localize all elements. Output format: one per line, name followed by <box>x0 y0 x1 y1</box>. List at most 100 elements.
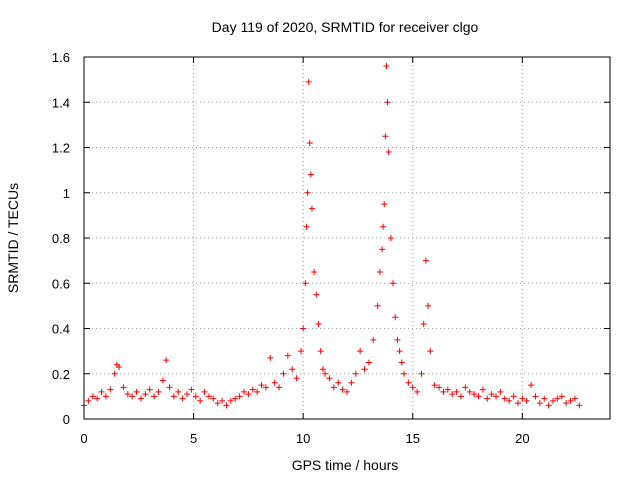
data-point <box>541 395 548 402</box>
data-point <box>390 280 397 287</box>
data-point <box>271 379 278 386</box>
data-point <box>488 391 495 398</box>
data-point <box>528 382 535 389</box>
data-point <box>317 348 324 355</box>
data-point <box>532 393 539 400</box>
y-tick-label: 1.2 <box>52 141 70 156</box>
data-point <box>409 384 416 391</box>
y-tick-label: 1 <box>63 186 70 201</box>
data-point <box>137 395 144 402</box>
data-point <box>444 386 451 393</box>
data-point <box>197 397 204 404</box>
data-point <box>414 388 421 395</box>
data-point <box>384 99 391 106</box>
data-point <box>376 268 383 275</box>
data-point <box>519 395 526 402</box>
data-point <box>85 397 92 404</box>
data-point <box>284 352 291 359</box>
data-point <box>94 395 101 402</box>
data-point <box>523 397 530 404</box>
data-point <box>339 386 346 393</box>
data-point <box>479 386 486 393</box>
data-point <box>142 391 149 398</box>
data-point <box>249 386 256 393</box>
y-tick-labels: 0 0.2 0.4 0.6 0.8 1 1.2 1.4 1.6 <box>52 50 70 427</box>
data-point <box>201 388 208 395</box>
data-point <box>365 359 372 366</box>
data-point <box>102 393 109 400</box>
data-point <box>184 391 191 398</box>
axis-ticks <box>83 56 610 420</box>
data-point <box>387 235 394 241</box>
data-point <box>558 393 565 400</box>
data-point <box>348 379 355 386</box>
data-point <box>352 370 359 377</box>
data-point <box>400 370 407 377</box>
data-point <box>245 391 252 398</box>
data-point <box>313 291 320 298</box>
data-point <box>381 201 388 208</box>
data-point <box>236 393 243 400</box>
data-point <box>307 171 314 178</box>
data-point <box>146 386 153 393</box>
data-point <box>308 205 315 212</box>
data-point <box>344 388 350 395</box>
y-tick-label: 0.8 <box>52 231 70 246</box>
data-point <box>315 320 322 327</box>
data-point <box>293 375 300 382</box>
data-point <box>129 393 136 400</box>
data-point <box>210 395 217 402</box>
data-point <box>276 384 283 391</box>
data-point <box>116 363 123 370</box>
x-tick-label: 15 <box>406 431 420 446</box>
data-point <box>192 393 199 400</box>
y-tick-label: 0 <box>63 412 70 427</box>
data-point <box>510 393 517 400</box>
data-point <box>289 366 296 373</box>
data-point <box>280 370 287 377</box>
data-point <box>453 388 460 395</box>
data-point <box>170 393 177 400</box>
data-point <box>550 397 557 404</box>
data-point <box>457 393 464 400</box>
data-point <box>305 78 312 85</box>
data-point <box>111 370 118 377</box>
data-point <box>396 348 403 355</box>
data-point <box>514 400 521 407</box>
data-point <box>405 379 412 386</box>
x-axis-label: GPS time / hours <box>292 457 399 473</box>
data-point <box>571 395 578 402</box>
data-point <box>422 257 429 264</box>
data-point <box>214 400 221 407</box>
data-point <box>319 366 326 373</box>
x-tick-label: 10 <box>296 431 310 446</box>
data-point <box>501 395 508 402</box>
data-point <box>462 384 469 391</box>
plot-frame <box>83 56 611 420</box>
data-point <box>326 375 333 382</box>
data-point <box>425 302 432 309</box>
data-point <box>357 348 364 355</box>
data-point <box>506 397 513 404</box>
data-point <box>306 139 313 146</box>
y-tick-label: 0.2 <box>52 367 70 382</box>
data-point <box>431 382 438 389</box>
data-point <box>398 359 405 366</box>
x-tick-label: 5 <box>190 431 197 446</box>
chart-title: Day 119 of 2020, SRMTID for receiver clg… <box>212 19 479 35</box>
data-point <box>440 388 447 395</box>
data-point <box>493 393 500 400</box>
data-point <box>297 348 304 355</box>
data-point <box>227 397 234 404</box>
y-axis-label: SRMTID / TECUs <box>5 183 21 293</box>
data-point <box>300 325 307 332</box>
data-point <box>303 223 310 230</box>
y-tick-label: 0.4 <box>52 322 70 337</box>
data-point <box>392 314 399 321</box>
data-point <box>254 388 261 395</box>
x-tick-label: 20 <box>515 431 529 446</box>
grid-lines <box>84 57 610 419</box>
data-point <box>258 382 265 389</box>
data-point <box>322 370 329 377</box>
